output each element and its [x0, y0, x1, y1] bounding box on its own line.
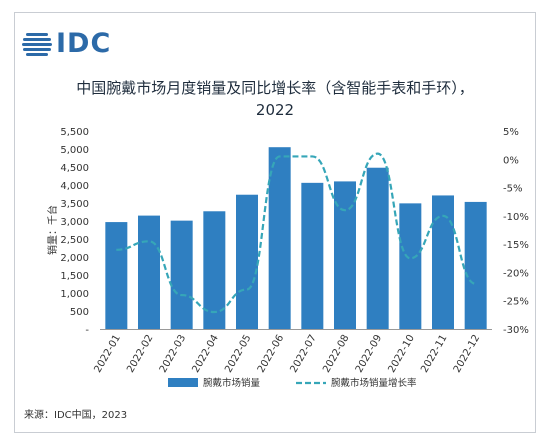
bar — [236, 194, 258, 329]
bar — [334, 181, 356, 329]
left-tick-label: 500 — [70, 307, 89, 318]
x-tick-label: 2022-03 — [158, 333, 188, 375]
left-tick-label: 5,000 — [60, 145, 89, 156]
right-tick-label: 0% — [503, 155, 519, 166]
left-tick-label: 4,000 — [60, 181, 89, 192]
bar — [268, 147, 291, 329]
bar — [464, 201, 487, 329]
bar — [366, 167, 389, 329]
legend-bar-label: 腕戴市场销量 — [203, 377, 261, 389]
bar — [399, 203, 422, 329]
bar — [203, 211, 226, 329]
source-note: 来源：IDC中国，2023 — [24, 410, 128, 421]
right-tick-label: -30% — [503, 325, 529, 336]
legend-bar-swatch — [168, 378, 198, 387]
legend-line-label: 腕戴市场销量增长率 — [331, 377, 417, 389]
left-tick-label: 2,000 — [60, 253, 89, 264]
bar — [432, 195, 454, 329]
left-tick-label: 4,500 — [60, 163, 89, 174]
bar — [301, 182, 324, 329]
idc-logo: IDC — [22, 28, 111, 59]
right-tick-label: -15% — [503, 240, 529, 251]
y-axis-label: 销量：千台 — [46, 205, 59, 255]
x-tick-label: 2022-12 — [452, 333, 482, 375]
bar — [105, 222, 128, 329]
x-tick-label: 2022-09 — [354, 333, 384, 375]
right-tick-label: -20% — [503, 268, 529, 279]
right-tick-label: -10% — [503, 212, 529, 223]
left-tick-label: 2,500 — [60, 235, 89, 246]
left-tick-label: 5,500 — [60, 127, 89, 138]
left-tick-label: 1,500 — [60, 271, 89, 282]
chart-title-line2: 2022 — [255, 101, 295, 119]
right-tick-label: -5% — [503, 184, 522, 195]
x-tick-label: 2022-07 — [289, 333, 319, 375]
chart-title-line1: 中国腕戴市场月度销量及同比增长率（含智能手表和手环）， — [76, 79, 474, 97]
x-tick-label: 2022-01 — [93, 333, 123, 375]
idc-globe-icon — [22, 32, 52, 56]
x-tick-label: 2022-02 — [125, 333, 155, 375]
x-tick-label: 2022-10 — [387, 333, 417, 375]
bar — [170, 220, 193, 329]
x-tick-label: 2022-11 — [419, 333, 449, 375]
x-tick-label: 2022-05 — [223, 333, 253, 375]
x-tick-label: 2022-06 — [256, 333, 286, 375]
left-tick-label: 3,500 — [60, 199, 89, 210]
left-tick-label: 3,000 — [60, 217, 89, 228]
right-tick-label: 5% — [503, 127, 519, 138]
x-tick-label: 2022-08 — [321, 333, 351, 375]
right-tick-label: -25% — [503, 297, 529, 308]
x-tick-label: 2022-04 — [191, 333, 221, 375]
bar — [138, 215, 160, 329]
left-tick-label: - — [85, 325, 89, 336]
growth-rate-line — [116, 152, 477, 314]
logo-text: IDC — [56, 28, 112, 59]
left-tick-label: 1,000 — [60, 289, 89, 300]
